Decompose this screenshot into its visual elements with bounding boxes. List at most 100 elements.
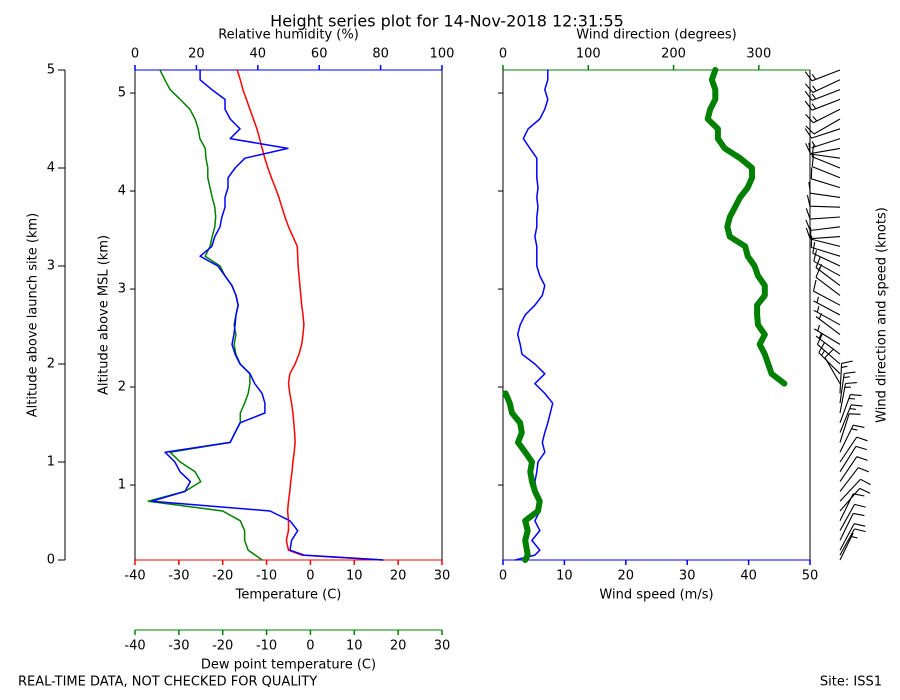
tick-label: -30	[168, 639, 189, 654]
tick-label: 40	[250, 47, 267, 62]
wind-barb	[839, 528, 866, 556]
profile-line	[502, 67, 788, 563]
tick-label: 30	[434, 569, 451, 584]
wind-barb	[804, 69, 841, 82]
wind-barb	[811, 138, 841, 149]
tick-label: 30	[434, 639, 451, 654]
wind-barb	[839, 487, 871, 512]
y-tick-label: 5	[47, 63, 55, 78]
tick-label: 80	[372, 47, 389, 62]
wind-barb	[805, 143, 841, 155]
profile-line	[147, 69, 263, 561]
wind-barb	[839, 478, 871, 502]
y-tick-label: 3	[118, 282, 126, 297]
axis-title: Wind direction (degrees)	[576, 28, 736, 43]
wind-barb	[839, 456, 868, 482]
wind-barb	[812, 279, 841, 306]
tick-label: 20	[188, 47, 205, 62]
tick-label: -20	[212, 569, 233, 584]
wind-barb	[839, 445, 867, 473]
tick-label: 100	[430, 47, 455, 62]
wind-barb	[806, 194, 841, 208]
tick-label: 200	[661, 47, 686, 62]
wind-barb	[804, 79, 841, 93]
tick-label: -10	[256, 569, 277, 584]
y-tick-label: 4	[118, 184, 126, 199]
tick-label: 20	[390, 569, 407, 584]
wind-barb	[839, 532, 858, 561]
wind-barb	[815, 256, 841, 287]
axis-title: Dew point temperature (C)	[201, 658, 376, 673]
wind-barb	[839, 382, 857, 414]
wind-barb	[805, 118, 841, 135]
wind-barb	[813, 296, 841, 316]
tick-label: -10	[256, 639, 277, 654]
wind-barb	[813, 250, 841, 277]
tick-label: -40	[124, 639, 145, 654]
y-tick-label: 2	[47, 357, 55, 372]
wind-barb	[814, 324, 841, 345]
y-tick-label: 1	[47, 455, 55, 470]
tick-label: 0	[306, 569, 314, 584]
axis-title: Altitude above launch site (km)	[26, 213, 41, 417]
wind-barb	[839, 371, 856, 404]
footer-note: REAL-TIME DATA, NOT CHECKED FOR QUALITY	[18, 675, 317, 690]
tick-label: -30	[168, 569, 189, 584]
tick-label: 20	[390, 639, 407, 654]
wind-barb	[810, 227, 841, 247]
tick-label: 100	[576, 47, 601, 62]
wind-barb	[839, 404, 863, 433]
wind-barb	[839, 413, 861, 443]
wind-barb	[839, 424, 865, 453]
wind-barb	[804, 89, 841, 101]
wind-barb	[804, 128, 841, 139]
axis-title: Wind speed (m/s)	[599, 588, 713, 603]
chart-title: Height series plot for 14-Nov-2018 12:31…	[270, 12, 624, 31]
wind-barb	[805, 227, 841, 240]
tick-label: 0	[499, 47, 507, 62]
axis-title: Wind direction and speed (knots)	[875, 207, 890, 423]
y-tick-label: 3	[47, 259, 55, 274]
tick-label: -20	[212, 639, 233, 654]
tick-label: 0	[499, 569, 507, 584]
y-tick-label: 1	[118, 478, 126, 493]
y-tick-label: 5	[118, 86, 126, 101]
tick-label: 10	[346, 569, 363, 584]
tick-label: 40	[740, 569, 757, 584]
wind-barb	[815, 266, 841, 296]
wind-barb	[839, 360, 853, 394]
tick-label: 0	[306, 639, 314, 654]
y-tick-label: 0	[47, 553, 55, 568]
wind-barb	[839, 436, 868, 463]
wind-barb	[839, 503, 866, 531]
tick-label: 10	[556, 569, 573, 584]
y-tick-label: 2	[118, 380, 126, 395]
wind-barb	[815, 332, 841, 355]
wind-barb	[839, 394, 862, 423]
tick-label: -40	[124, 569, 145, 584]
tick-label: 0	[131, 47, 139, 62]
axis-title: Altitude above MSL (km)	[97, 235, 112, 395]
wind-barb	[839, 512, 865, 541]
wind-barb	[805, 208, 841, 220]
tick-label: 300	[746, 47, 771, 62]
tick-label: 10	[346, 639, 363, 654]
wind-barb	[839, 523, 866, 551]
wind-barb	[818, 342, 841, 375]
tick-label: 60	[311, 47, 328, 62]
wind-barb	[804, 98, 841, 111]
wind-barb	[810, 235, 841, 257]
y-tick-label: 4	[47, 161, 55, 176]
axis-title: Temperature (C)	[235, 588, 342, 603]
wind-barb	[839, 467, 870, 492]
axis-title: Relative humidity (%)	[218, 28, 359, 43]
wind-barb	[805, 108, 841, 124]
wind-barb	[810, 167, 841, 189]
wind-barb	[805, 219, 841, 232]
tick-label: 50	[802, 569, 819, 584]
tick-label: 30	[679, 569, 696, 584]
tick-label: 20	[618, 569, 635, 584]
site-label: Site: ISS1	[820, 675, 882, 690]
profile-line	[151, 69, 384, 561]
